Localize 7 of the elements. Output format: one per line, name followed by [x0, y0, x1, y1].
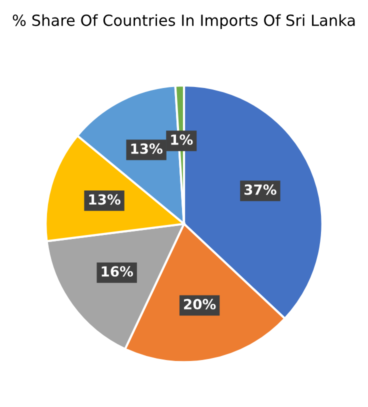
- data-label: 37%: [244, 184, 276, 195]
- data-label: 13%: [131, 143, 162, 154]
- data-label: 16%: [102, 266, 134, 277]
- data-label: 1%: [171, 134, 193, 145]
- data-label: 20%: [184, 298, 216, 310]
- data-label: 13%: [89, 194, 120, 205]
- chart-title: % Share Of Countries In Imports Of Sri Lanka: [12, 14, 355, 30]
